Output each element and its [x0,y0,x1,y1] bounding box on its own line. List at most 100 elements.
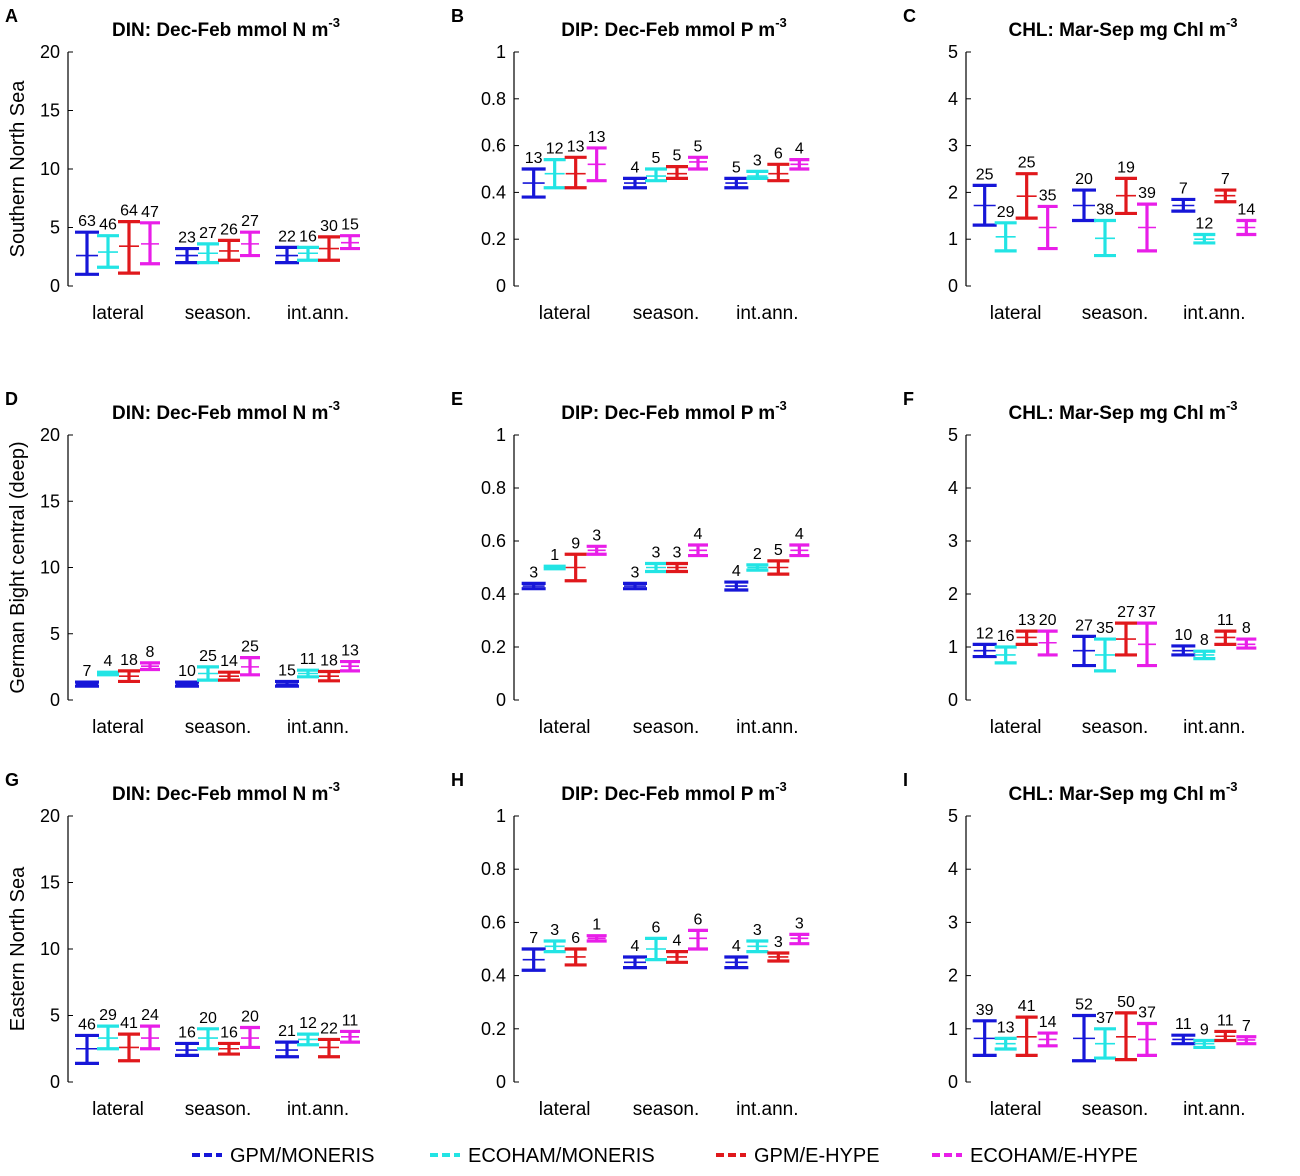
sample-count-label: 25 [199,648,217,665]
y-tick-label: 20 [40,806,60,826]
sample-count-label: 29 [997,204,1015,221]
sample-count-label: 11 [300,651,317,668]
sample-count-label: 3 [550,922,559,939]
y-tick-label: 20 [40,42,60,62]
y-tick-label: 0 [50,1072,60,1092]
sample-count-label: 25 [241,639,259,656]
y-tick-label: 1 [948,1019,958,1039]
sample-count-label: 8 [146,644,155,661]
sample-count-label: 24 [141,1007,159,1024]
sample-count-label: 46 [99,217,117,234]
sample-count-label: 20 [199,1010,217,1027]
category-label: lateral [990,717,1042,738]
sample-count-label: 3 [673,545,682,562]
category-label: int.ann. [1183,303,1245,324]
category-label: int.ann. [1183,717,1245,738]
panel-letter: C [903,6,916,26]
y-tick-label: 0.8 [481,478,506,498]
sample-count-label: 18 [320,653,338,670]
sample-count-label: 12 [546,141,564,158]
y-tick-label: 5 [948,42,958,62]
sample-count-label: 5 [694,138,703,155]
sample-count-label: 3 [753,152,762,169]
y-tick-label: 1 [948,229,958,249]
sample-count-label: 4 [104,653,113,670]
panel-letter: H [451,770,464,790]
category-label: season. [633,303,700,324]
sample-count-label: 64 [120,203,138,220]
sample-count-label: 15 [278,662,296,679]
sample-count-label: 4 [795,141,804,158]
panel-title: DIN: Dec-Feb mmol N m-3 [112,398,340,424]
sample-count-label: 29 [99,1007,117,1024]
y-tick-label: 0.4 [481,966,506,986]
sample-count-label: 3 [631,564,640,581]
legend-item: GPM/MONERIS [192,1145,374,1167]
sample-count-label: 20 [241,1008,259,1025]
legend-label: GPM/E-HYPE [754,1145,880,1167]
y-tick-label: 3 [948,531,958,551]
sample-count-label: 13 [525,150,543,167]
sample-count-label: 23 [178,230,196,247]
sample-count-label: 6 [774,145,783,162]
sample-count-label: 13 [997,1019,1015,1036]
panel-title: DIP: Dec-Feb mmol P m-3 [561,398,787,424]
sample-count-label: 5 [774,542,783,559]
sample-count-label: 12 [1195,216,1213,233]
category-label: season. [633,717,700,738]
sample-count-label: 2 [753,546,762,563]
panel-letter: G [5,770,19,790]
row-label: German Bight central (deep) [7,441,29,693]
sample-count-label: 5 [652,150,661,167]
y-tick-label: 20 [40,425,60,445]
sample-count-label: 22 [320,1020,338,1037]
sample-count-label: 7 [529,930,538,947]
sample-count-label: 63 [78,213,96,230]
y-tick-label: 5 [50,624,60,644]
category-label: int.ann. [287,303,349,324]
sample-count-label: 4 [795,526,804,543]
y-tick-label: 15 [40,873,60,893]
y-tick-label: 2 [948,966,958,986]
category-label: int.ann. [1183,1099,1245,1120]
y-tick-label: 0.2 [481,229,506,249]
y-tick-label: 10 [40,558,60,578]
sample-count-label: 16 [299,228,317,245]
y-tick-label: 5 [50,218,60,238]
legend-item: GPM/E-HYPE [716,1145,880,1167]
sample-count-label: 3 [529,564,538,581]
y-tick-label: 15 [40,101,60,121]
sample-count-label: 16 [997,628,1015,645]
y-tick-label: 4 [948,89,958,109]
sample-count-label: 27 [241,213,259,230]
y-tick-label: 0.4 [481,182,506,202]
sample-count-label: 46 [78,1016,96,1033]
y-tick-label: 0 [496,1072,506,1092]
sample-count-label: 21 [278,1023,296,1040]
sample-count-label: 15 [341,217,359,234]
sample-count-label: 3 [795,915,804,932]
sample-count-label: 41 [1018,998,1036,1015]
panel-letter: E [451,389,463,409]
sample-count-label: 37 [1096,1010,1114,1027]
y-tick-label: 4 [948,478,958,498]
legend-label: ECOHAM/MONERIS [468,1145,655,1167]
sample-count-label: 35 [1096,620,1114,637]
y-tick-label: 0 [948,1072,958,1092]
sample-count-label: 8 [1242,620,1251,637]
sample-count-label: 6 [694,911,703,928]
legend-label: GPM/MONERIS [230,1145,374,1167]
y-tick-label: 10 [40,939,60,959]
sample-count-label: 39 [976,1002,994,1019]
sample-count-label: 19 [1117,159,1135,176]
sample-count-label: 50 [1117,994,1135,1011]
y-tick-label: 0 [948,690,958,710]
sample-count-label: 27 [199,225,217,242]
sample-count-label: 11 [1175,1016,1192,1033]
sample-count-label: 11 [342,1012,359,1029]
row-label: Eastern North Sea [7,866,29,1031]
y-tick-label: 4 [948,859,958,879]
